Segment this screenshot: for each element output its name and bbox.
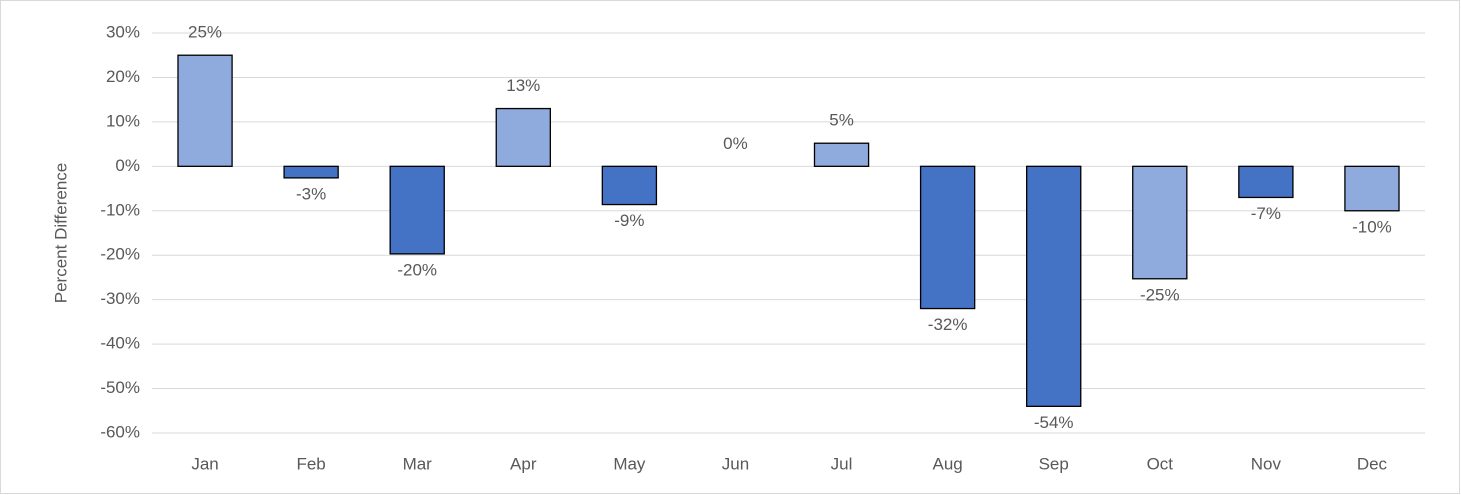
y-tick-label: -30% <box>100 289 140 308</box>
bar <box>389 165 445 255</box>
y-axis-title: Percent Difference <box>51 163 70 303</box>
data-label: 13% <box>506 76 540 95</box>
bar <box>495 107 551 167</box>
x-tick-label: Oct <box>1147 454 1174 473</box>
x-tick-label: Mar <box>403 454 433 473</box>
data-label: -32% <box>928 315 968 334</box>
data-label: -25% <box>1140 285 1180 304</box>
bar <box>1132 165 1188 280</box>
y-tick-label: 0% <box>115 156 140 175</box>
data-label: 5% <box>829 111 854 130</box>
y-tick-label: 10% <box>106 111 140 130</box>
data-label: -10% <box>1352 217 1392 236</box>
data-label: -3% <box>296 184 326 203</box>
y-tick-label: -20% <box>100 245 140 264</box>
data-label: -20% <box>397 260 437 279</box>
x-tick-label: Feb <box>296 454 325 473</box>
bar <box>1344 165 1400 212</box>
bar <box>601 165 658 206</box>
x-tick-label: Nov <box>1251 454 1282 473</box>
x-tick-label: Jul <box>831 454 853 473</box>
y-tick-label: -10% <box>100 200 140 219</box>
bar <box>813 142 870 167</box>
y-tick-label: 30% <box>106 22 140 41</box>
data-label: -54% <box>1034 413 1074 432</box>
x-tick-label: Jan <box>191 454 218 473</box>
x-tick-label: Apr <box>510 454 537 473</box>
data-label: -9% <box>614 211 644 230</box>
data-label: 0% <box>723 134 748 153</box>
bar <box>177 54 233 167</box>
x-tick-label: May <box>613 454 646 473</box>
data-label: -7% <box>1251 204 1281 223</box>
y-tick-label: 20% <box>106 67 140 86</box>
y-tick-label: -50% <box>100 378 140 397</box>
bar <box>1026 165 1082 407</box>
x-tick-label: Jun <box>722 454 749 473</box>
bar <box>919 165 976 310</box>
x-tick-label: Aug <box>933 454 963 473</box>
x-tick-label: Sep <box>1039 454 1069 473</box>
bar <box>283 165 339 179</box>
x-tick-label: Dec <box>1357 454 1388 473</box>
bar <box>1238 165 1294 199</box>
data-label: 25% <box>188 23 222 42</box>
y-tick-label: -60% <box>100 422 140 441</box>
y-tick-label: -40% <box>100 334 140 353</box>
